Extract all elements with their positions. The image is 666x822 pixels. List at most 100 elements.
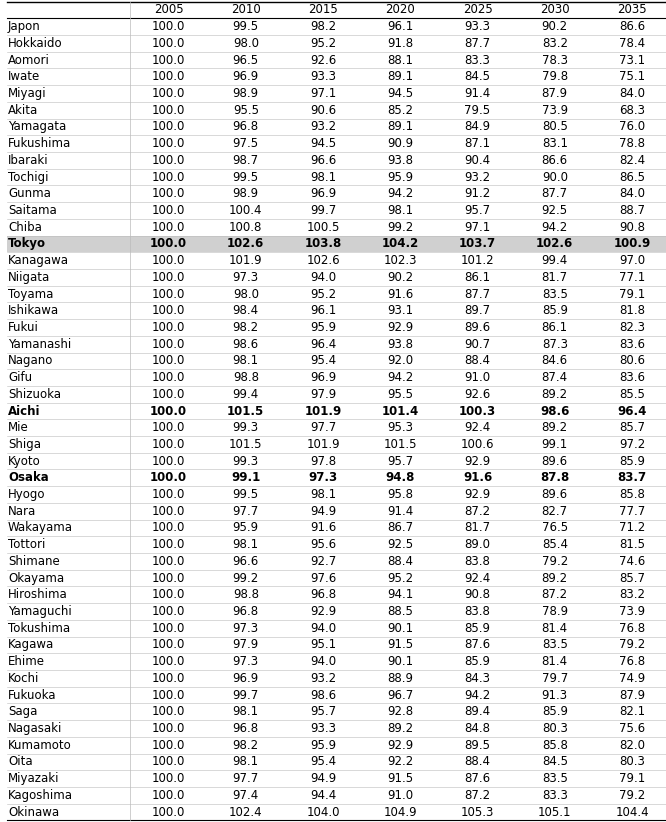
- Text: 100.0: 100.0: [152, 772, 185, 785]
- Text: Kagawa: Kagawa: [8, 639, 54, 651]
- Text: 85.9: 85.9: [541, 705, 568, 718]
- Text: 74.6: 74.6: [619, 555, 645, 568]
- Text: 100.0: 100.0: [152, 354, 185, 367]
- Text: 100.0: 100.0: [152, 689, 185, 701]
- Text: 98.6: 98.6: [540, 404, 569, 418]
- Text: 100.4: 100.4: [229, 204, 262, 217]
- Text: 92.4: 92.4: [464, 421, 491, 434]
- Text: 89.1: 89.1: [387, 71, 414, 83]
- Text: 97.5: 97.5: [232, 137, 259, 150]
- Text: 96.4: 96.4: [617, 404, 647, 418]
- Text: 94.8: 94.8: [386, 471, 415, 484]
- Text: 88.9: 88.9: [387, 672, 414, 685]
- Text: 73.9: 73.9: [619, 605, 645, 618]
- Text: Mie: Mie: [8, 421, 29, 434]
- Text: 90.4: 90.4: [464, 154, 491, 167]
- Text: 100.8: 100.8: [229, 221, 262, 233]
- Text: 84.3: 84.3: [464, 672, 491, 685]
- Text: 96.9: 96.9: [310, 187, 336, 201]
- Text: 93.3: 93.3: [310, 722, 336, 735]
- Text: 98.9: 98.9: [232, 187, 259, 201]
- Text: 92.9: 92.9: [464, 488, 491, 501]
- Text: 84.8: 84.8: [464, 722, 491, 735]
- Text: 88.4: 88.4: [464, 354, 491, 367]
- Text: 73.9: 73.9: [541, 104, 568, 117]
- Text: 90.9: 90.9: [387, 137, 414, 150]
- Text: 83.5: 83.5: [542, 772, 567, 785]
- Text: 84.5: 84.5: [464, 71, 491, 83]
- Text: 100.0: 100.0: [152, 171, 185, 183]
- Text: Akita: Akita: [8, 104, 38, 117]
- Text: 101.4: 101.4: [382, 404, 419, 418]
- Text: 100.0: 100.0: [152, 438, 185, 451]
- Text: 99.2: 99.2: [387, 221, 414, 233]
- Text: 100.0: 100.0: [152, 455, 185, 468]
- Text: 97.8: 97.8: [310, 455, 336, 468]
- Text: 79.7: 79.7: [541, 672, 568, 685]
- Text: 92.2: 92.2: [387, 755, 414, 769]
- Text: 101.9: 101.9: [229, 254, 262, 267]
- Text: Ishikawa: Ishikawa: [8, 304, 59, 317]
- Text: 97.9: 97.9: [232, 639, 259, 651]
- Text: 79.1: 79.1: [619, 288, 645, 301]
- Text: 100.0: 100.0: [152, 221, 185, 233]
- Text: 94.5: 94.5: [387, 87, 414, 100]
- Text: 96.8: 96.8: [232, 121, 259, 133]
- Text: 98.8: 98.8: [232, 589, 259, 601]
- Text: 100.0: 100.0: [152, 505, 185, 518]
- Text: 81.5: 81.5: [619, 538, 645, 552]
- Text: 92.6: 92.6: [310, 53, 336, 67]
- Text: 97.1: 97.1: [310, 87, 336, 100]
- Text: Hokkaido: Hokkaido: [8, 37, 63, 50]
- Text: 102.3: 102.3: [384, 254, 417, 267]
- Text: 78.9: 78.9: [541, 605, 568, 618]
- Text: 97.2: 97.2: [619, 438, 645, 451]
- Text: 98.2: 98.2: [232, 739, 259, 751]
- Text: 88.5: 88.5: [388, 605, 413, 618]
- Text: 89.2: 89.2: [541, 388, 568, 401]
- Text: 101.2: 101.2: [461, 254, 494, 267]
- Text: 100.0: 100.0: [152, 589, 185, 601]
- Text: 71.2: 71.2: [619, 521, 645, 534]
- Text: 85.2: 85.2: [387, 104, 414, 117]
- Text: Kyoto: Kyoto: [8, 455, 41, 468]
- Text: 91.6: 91.6: [310, 521, 336, 534]
- Text: 101.5: 101.5: [229, 438, 262, 451]
- Text: 85.7: 85.7: [619, 571, 645, 584]
- Text: 95.5: 95.5: [387, 388, 414, 401]
- Text: 90.6: 90.6: [310, 104, 336, 117]
- Text: 95.9: 95.9: [310, 739, 336, 751]
- Text: 98.1: 98.1: [232, 755, 259, 769]
- Text: 100.0: 100.0: [152, 254, 185, 267]
- Text: 97.7: 97.7: [310, 421, 336, 434]
- Text: Yamaguchi: Yamaguchi: [8, 605, 72, 618]
- Text: 87.4: 87.4: [541, 371, 568, 384]
- Text: 98.1: 98.1: [232, 354, 259, 367]
- Text: 96.1: 96.1: [310, 304, 336, 317]
- Text: 88.4: 88.4: [464, 755, 491, 769]
- Text: 101.5: 101.5: [384, 438, 417, 451]
- Text: 98.1: 98.1: [310, 171, 336, 183]
- Text: 96.8: 96.8: [310, 589, 336, 601]
- Text: 97.3: 97.3: [308, 471, 338, 484]
- Text: 95.1: 95.1: [310, 639, 336, 651]
- Text: 98.7: 98.7: [232, 154, 259, 167]
- Text: 79.2: 79.2: [619, 639, 645, 651]
- Text: 88.7: 88.7: [619, 204, 645, 217]
- Text: 100.0: 100.0: [152, 655, 185, 668]
- Text: Okinawa: Okinawa: [8, 806, 59, 819]
- Text: 96.9: 96.9: [310, 371, 336, 384]
- Text: 105.3: 105.3: [461, 806, 494, 819]
- Text: Tochigi: Tochigi: [8, 171, 49, 183]
- Text: 101.9: 101.9: [306, 438, 340, 451]
- Text: 98.0: 98.0: [232, 37, 259, 50]
- Text: 91.4: 91.4: [464, 87, 491, 100]
- Text: 96.5: 96.5: [232, 53, 259, 67]
- Text: 79.8: 79.8: [541, 71, 568, 83]
- Text: 91.5: 91.5: [387, 772, 414, 785]
- Text: 89.5: 89.5: [464, 739, 491, 751]
- Text: 78.3: 78.3: [541, 53, 568, 67]
- Text: 96.9: 96.9: [232, 672, 259, 685]
- Text: 82.3: 82.3: [619, 321, 645, 334]
- Text: 87.1: 87.1: [464, 137, 491, 150]
